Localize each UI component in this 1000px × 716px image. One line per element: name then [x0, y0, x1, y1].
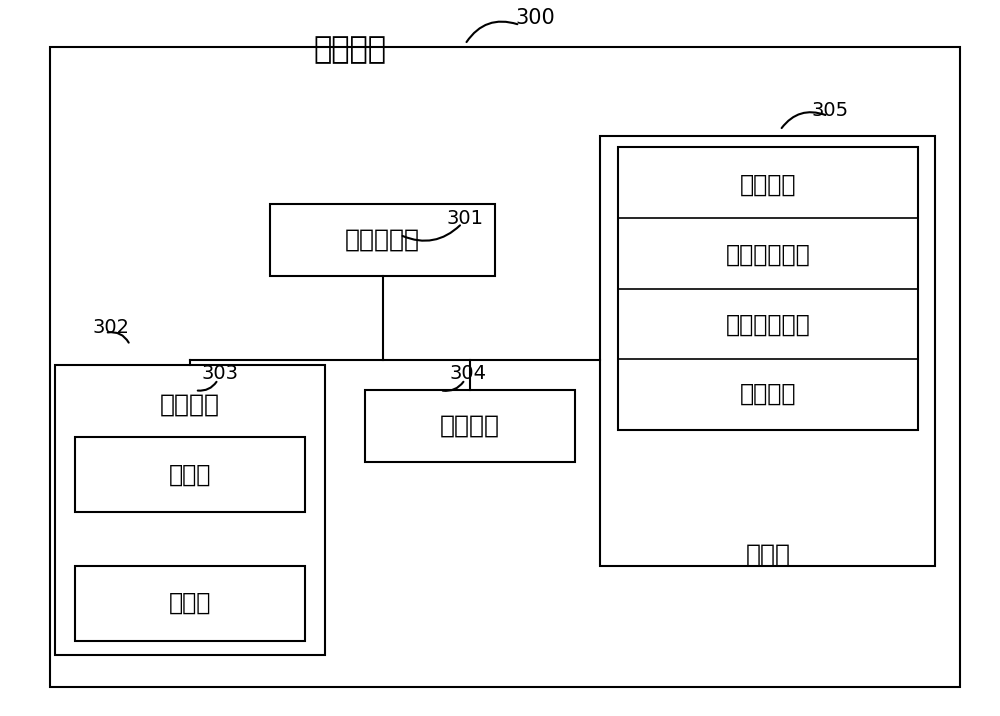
Bar: [75, 566, 305, 641]
Text: 操作系统: 操作系统: [740, 173, 796, 196]
Text: 305: 305: [811, 102, 849, 120]
Text: 网络通信模块: 网络通信模块: [726, 243, 810, 266]
Bar: [50, 47, 960, 687]
Text: 摄像头: 摄像头: [169, 463, 211, 486]
Text: 电子设备: 电子设备: [314, 36, 386, 64]
Bar: [600, 136, 935, 566]
Text: 显示屏: 显示屏: [169, 591, 211, 615]
Bar: [365, 390, 575, 462]
Text: 存储器: 存储器: [746, 543, 790, 567]
Text: 用户接口模块: 用户接口模块: [726, 313, 810, 337]
Text: 302: 302: [92, 319, 129, 337]
Bar: [75, 437, 305, 512]
Text: 300: 300: [515, 8, 555, 28]
Text: 用户接口: 用户接口: [160, 392, 220, 417]
Text: 网络接口: 网络接口: [440, 414, 500, 438]
Text: 程序指令: 程序指令: [740, 382, 796, 405]
Bar: [270, 204, 495, 276]
Text: 304: 304: [450, 364, 486, 383]
Bar: [618, 147, 918, 430]
Bar: [55, 365, 325, 655]
Text: 303: 303: [202, 364, 239, 383]
Text: 301: 301: [446, 209, 484, 228]
Text: 中央处理器: 中央处理器: [345, 228, 420, 252]
